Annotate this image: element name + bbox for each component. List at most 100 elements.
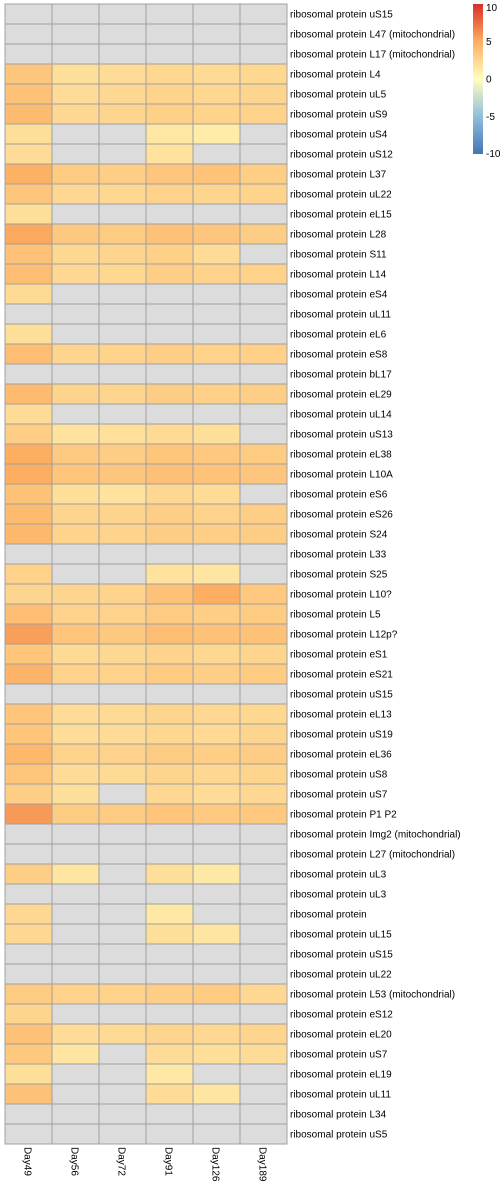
heatmap-cell	[192, 503, 241, 525]
heatmap-cell	[4, 663, 53, 685]
row-label: ribosomal protein eL19	[290, 1070, 392, 1081]
row-label: ribosomal protein eL6	[290, 330, 387, 341]
heatmap-cell	[145, 663, 194, 685]
heatmap-cell	[145, 363, 194, 385]
heatmap-cell	[4, 763, 53, 785]
heatmap-cell	[51, 803, 100, 825]
heatmap-cell	[145, 883, 194, 905]
heatmap-cell	[192, 543, 241, 565]
heatmap-cell	[192, 523, 241, 545]
heatmap-cell	[192, 1123, 241, 1145]
heatmap-cell	[145, 523, 194, 545]
heatmap-cell	[145, 243, 194, 265]
heatmap-cell	[51, 1003, 100, 1025]
row-label: ribosomal protein eL38	[290, 450, 392, 461]
heatmap-cell	[51, 203, 100, 225]
row-label: ribosomal protein	[290, 910, 367, 921]
heatmap-cell	[192, 3, 241, 25]
heatmap-cell	[98, 983, 147, 1005]
heatmap-cell	[98, 83, 147, 105]
heatmap-cell	[4, 1043, 53, 1065]
row-label: ribosomal protein L10?	[290, 590, 392, 601]
heatmap-cell	[51, 1063, 100, 1085]
heatmap-cell	[4, 1123, 53, 1145]
heatmap-cell	[145, 543, 194, 565]
heatmap-cell	[98, 643, 147, 665]
heatmap-cell	[98, 883, 147, 905]
row-label: ribosomal protein eL20	[290, 1030, 392, 1041]
heatmap-cell	[4, 943, 53, 965]
heatmap-cell	[4, 103, 53, 125]
heatmap-cell	[239, 783, 288, 805]
heatmap-cell	[51, 543, 100, 565]
heatmap-cell	[51, 283, 100, 305]
heatmap-cell	[239, 223, 288, 245]
heatmap-cell	[4, 1063, 53, 1085]
heatmap-cell	[192, 883, 241, 905]
heatmap-cell	[239, 503, 288, 525]
heatmap-cell	[145, 1123, 194, 1145]
heatmap-cell	[192, 183, 241, 205]
row-label: ribosomal protein uS8	[290, 770, 388, 781]
heatmap-cell	[239, 63, 288, 85]
heatmap-cell	[4, 523, 53, 545]
heatmap-cell	[239, 903, 288, 925]
heatmap-cell	[4, 703, 53, 725]
row-label: ribosomal protein uS19	[290, 730, 393, 741]
heatmap-cell	[145, 423, 194, 445]
heatmap-cell	[4, 563, 53, 585]
heatmap-cell	[98, 823, 147, 845]
heatmap-cell	[51, 323, 100, 345]
heatmap-cell	[145, 683, 194, 705]
heatmap-cell	[239, 1103, 288, 1125]
heatmap-cell	[98, 683, 147, 705]
heatmap-cell	[239, 763, 288, 785]
heatmap-cell	[239, 523, 288, 545]
heatmap-cell	[239, 263, 288, 285]
row-label: ribosomal protein L5	[290, 610, 381, 621]
heatmap-cell	[192, 763, 241, 785]
heatmap-cell	[239, 603, 288, 625]
row-label: ribosomal protein uS4	[290, 130, 388, 141]
heatmap-cell	[192, 463, 241, 485]
heatmap-cell	[192, 1003, 241, 1025]
row-label: ribosomal protein eS6	[290, 490, 388, 501]
heatmap-cell	[98, 403, 147, 425]
heatmap-cell	[192, 443, 241, 465]
heatmap-cell	[145, 303, 194, 325]
heatmap-cell	[145, 343, 194, 365]
heatmap-cell	[4, 443, 53, 465]
column-label: Day126	[210, 1147, 221, 1182]
heatmap-cell	[192, 303, 241, 325]
row-label: ribosomal protein eS4	[290, 290, 388, 301]
heatmap-cell	[51, 703, 100, 725]
heatmap-cell	[239, 243, 288, 265]
heatmap-cell	[192, 103, 241, 125]
heatmap-cell	[98, 1123, 147, 1145]
heatmap-cell	[98, 163, 147, 185]
heatmap-cell	[98, 303, 147, 325]
heatmap-cell	[145, 43, 194, 65]
heatmap-cell	[51, 63, 100, 85]
heatmap-cell	[4, 203, 53, 225]
heatmap-cell	[98, 523, 147, 545]
heatmap-cell	[4, 983, 53, 1005]
heatmap-cell	[145, 323, 194, 345]
heatmap-cell	[145, 623, 194, 645]
heatmap-cell	[4, 583, 53, 605]
heatmap-cell	[4, 183, 53, 205]
heatmap-cell	[51, 103, 100, 125]
heatmap-cell	[192, 703, 241, 725]
heatmap-cell	[192, 83, 241, 105]
heatmap-cell	[192, 343, 241, 365]
heatmap-cell	[192, 243, 241, 265]
heatmap-cell	[4, 1003, 53, 1025]
heatmap-cell	[98, 323, 147, 345]
heatmap-cell	[145, 723, 194, 745]
heatmap-cell	[145, 483, 194, 505]
heatmap-cell	[239, 1043, 288, 1065]
row-label: ribosomal protein eS12	[290, 1010, 393, 1021]
heatmap-cell	[192, 1043, 241, 1065]
row-label: ribosomal protein L10A	[290, 470, 393, 481]
heatmap-cell	[239, 403, 288, 425]
